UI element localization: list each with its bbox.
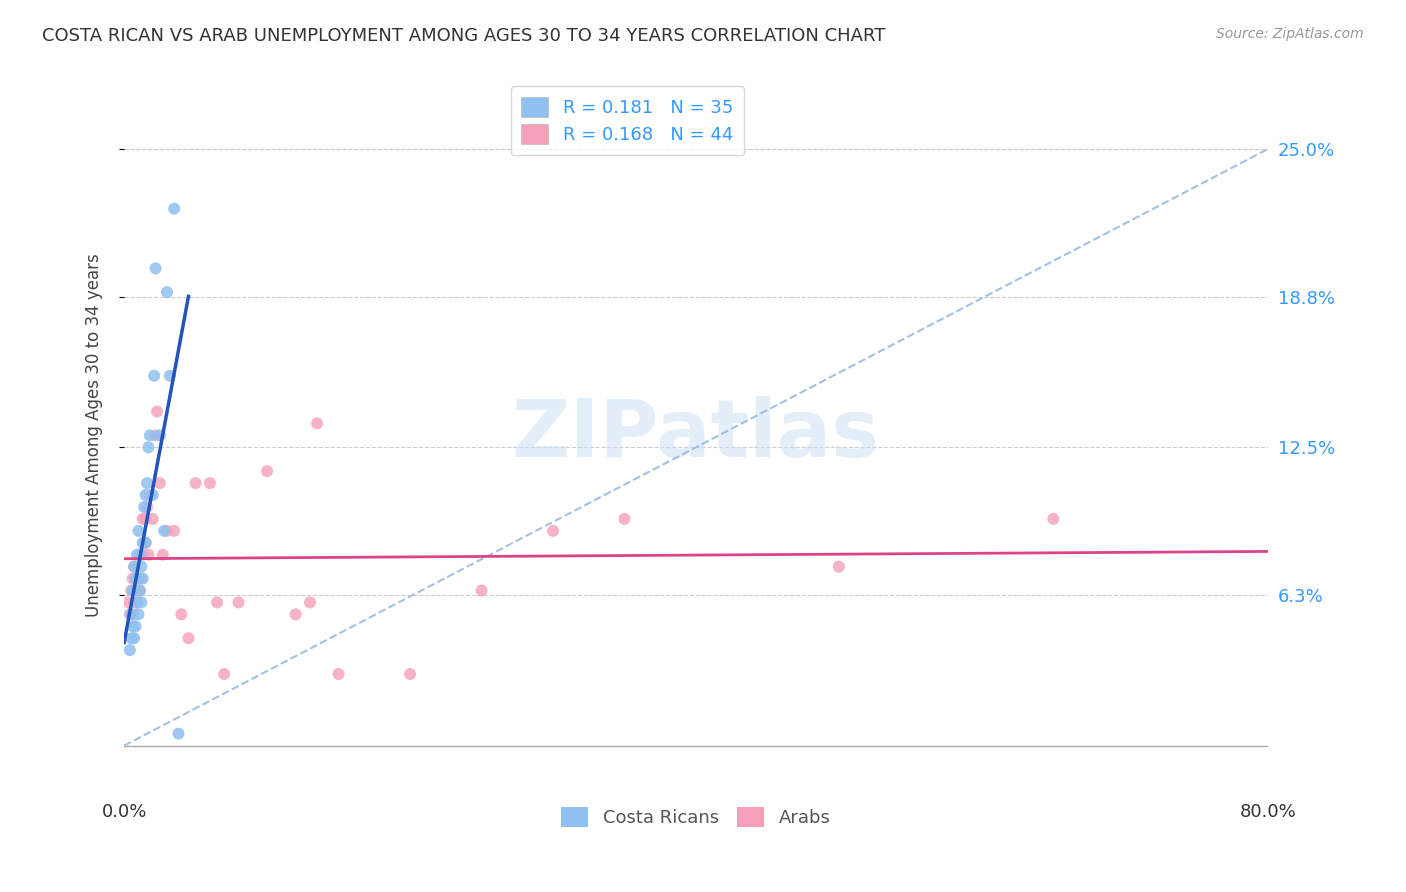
Point — [122, 559, 145, 574]
Point — [470, 583, 492, 598]
Point — [256, 464, 278, 478]
Y-axis label: Unemployment Among Ages 30 to 34 years: Unemployment Among Ages 30 to 34 years — [86, 253, 103, 617]
Point — [135, 488, 157, 502]
Point — [121, 572, 143, 586]
Point — [212, 667, 235, 681]
Point — [156, 524, 179, 538]
Point — [122, 559, 145, 574]
Point — [307, 417, 329, 431]
Point — [124, 572, 146, 586]
Point — [184, 476, 207, 491]
Point — [129, 572, 152, 586]
Point — [134, 500, 156, 514]
Point — [828, 559, 851, 574]
Point — [163, 524, 186, 538]
Point — [125, 595, 148, 609]
Point — [159, 368, 181, 383]
Point — [167, 727, 190, 741]
Point — [121, 607, 143, 622]
Point — [152, 548, 174, 562]
Point — [142, 512, 165, 526]
Point — [132, 512, 155, 526]
Point — [132, 572, 155, 586]
Point — [170, 607, 193, 622]
Point — [122, 595, 145, 609]
Point — [135, 535, 157, 549]
Point — [135, 512, 157, 526]
Point — [125, 548, 148, 562]
Point — [129, 595, 152, 609]
Point — [153, 524, 176, 538]
Point — [613, 512, 636, 526]
Point — [128, 583, 150, 598]
Legend: Costa Ricans, Arabs: Costa Ricans, Arabs — [554, 800, 838, 834]
Point — [138, 440, 160, 454]
Point — [228, 595, 250, 609]
Point — [125, 595, 148, 609]
Point — [136, 476, 159, 491]
Point — [118, 607, 141, 622]
Point — [139, 488, 162, 502]
Point — [284, 607, 307, 622]
Point — [121, 583, 143, 598]
Point — [149, 476, 172, 491]
Point — [145, 428, 167, 442]
Point — [149, 428, 172, 442]
Point — [120, 607, 142, 622]
Point — [127, 524, 149, 538]
Point — [128, 583, 150, 598]
Point — [124, 619, 146, 633]
Point — [127, 607, 149, 622]
Point — [1042, 512, 1064, 526]
Point — [128, 548, 150, 562]
Text: ZIPatlas: ZIPatlas — [512, 396, 880, 475]
Point — [132, 535, 155, 549]
Point — [142, 488, 165, 502]
Point — [198, 476, 221, 491]
Point — [135, 535, 157, 549]
Point — [145, 261, 167, 276]
Text: COSTA RICAN VS ARAB UNEMPLOYMENT AMONG AGES 30 TO 34 YEARS CORRELATION CHART: COSTA RICAN VS ARAB UNEMPLOYMENT AMONG A… — [42, 27, 886, 45]
Point — [143, 368, 166, 383]
Point — [127, 583, 149, 598]
Point — [205, 595, 228, 609]
Point — [399, 667, 422, 681]
Point — [132, 548, 155, 562]
Point — [122, 632, 145, 646]
Point — [129, 559, 152, 574]
Point — [541, 524, 564, 538]
Point — [138, 548, 160, 562]
Point — [163, 202, 186, 216]
Point — [118, 643, 141, 657]
Point — [177, 632, 200, 646]
Point — [127, 572, 149, 586]
Point — [328, 667, 350, 681]
Text: Source: ZipAtlas.com: Source: ZipAtlas.com — [1216, 27, 1364, 41]
Point — [120, 583, 142, 598]
Point — [139, 428, 162, 442]
Point — [121, 619, 143, 633]
Point — [117, 595, 139, 609]
Point — [120, 632, 142, 646]
Point — [298, 595, 321, 609]
Point — [156, 285, 179, 300]
Point — [124, 572, 146, 586]
Point — [146, 404, 169, 418]
Point — [136, 500, 159, 514]
